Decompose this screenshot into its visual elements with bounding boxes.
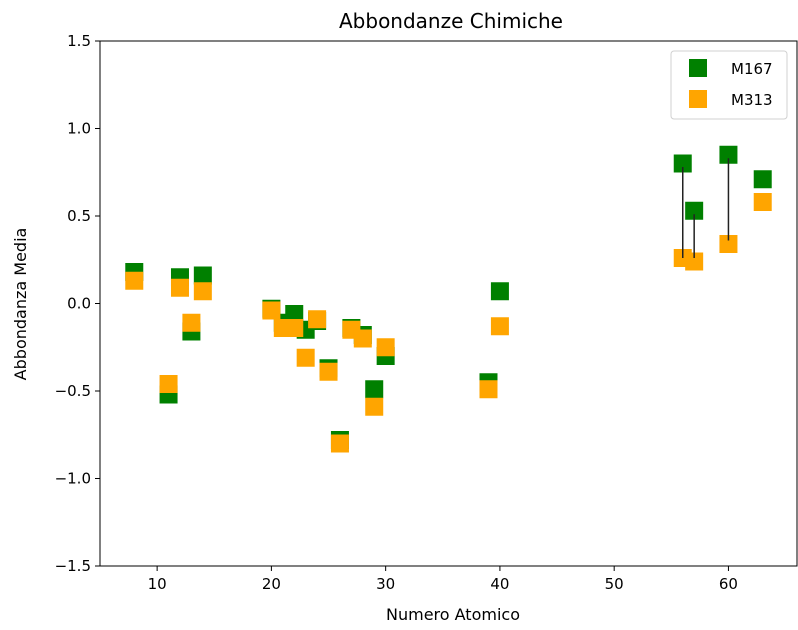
data-point-m313	[296, 348, 315, 367]
data-point-m167	[719, 145, 738, 164]
data-point-m313	[262, 301, 281, 320]
y-tick-label: 1.0	[67, 120, 91, 138]
legend-label-m313: M313	[731, 91, 773, 109]
data-point-m313	[490, 317, 509, 336]
data-point-m313	[753, 193, 772, 211]
y-tick-label: −1.0	[55, 470, 91, 488]
data-point-m167	[673, 154, 692, 173]
data-point-m313	[353, 329, 372, 348]
x-tick-label: 40	[490, 575, 509, 593]
data-point-m313	[159, 375, 178, 393]
data-point-m313	[719, 235, 738, 253]
plot-frame	[99, 40, 798, 567]
legend-marker-m167	[689, 59, 707, 77]
data-point-m313	[308, 310, 327, 329]
data-point-m313	[125, 271, 144, 290]
y-axis: −1.5 −1.0 −0.5 0.0 0.5 1.0 1.5	[55, 32, 100, 575]
legend: M167 M313	[670, 50, 788, 120]
data-point-m167	[753, 170, 772, 189]
data-point-m313	[330, 434, 349, 453]
x-tick-label: 20	[262, 575, 281, 593]
legend-marker-m313	[689, 90, 707, 108]
y-tick-label: 0.5	[67, 207, 91, 225]
chart-title: Abbondanze Chimiche	[339, 9, 563, 33]
x-tick-label: 60	[719, 575, 738, 593]
y-tick-label: −1.5	[55, 557, 91, 575]
data-point-m313	[182, 313, 201, 332]
x-axis: 10 20 30 40 50 60	[148, 566, 738, 593]
data-point-m313	[193, 282, 212, 301]
data-point-m167	[685, 201, 704, 220]
y-tick-label: 1.5	[67, 32, 91, 50]
data-point-m313	[376, 338, 395, 357]
x-tick-label: 10	[148, 575, 167, 593]
data-point-m313	[285, 319, 304, 337]
data-point-m167	[365, 380, 384, 399]
y-tick-label: 0.0	[67, 295, 91, 313]
data-point-m313	[479, 380, 498, 399]
data-point-m313	[365, 397, 384, 416]
data-point-m167	[193, 266, 212, 285]
x-tick-label: 30	[376, 575, 395, 593]
plot-area	[125, 145, 772, 453]
data-point-m167	[285, 305, 304, 323]
y-tick-label: −0.5	[55, 382, 91, 400]
legend-label-m167: M167	[731, 60, 773, 78]
data-point-m313	[685, 252, 704, 271]
data-point-m313	[170, 278, 189, 297]
data-point-m313	[319, 362, 338, 381]
x-tick-label: 50	[605, 575, 624, 593]
y-axis-title: Abbondanza Media	[11, 228, 30, 381]
x-axis-title: Numero Atomico	[386, 605, 520, 624]
data-point-m167	[490, 282, 509, 301]
